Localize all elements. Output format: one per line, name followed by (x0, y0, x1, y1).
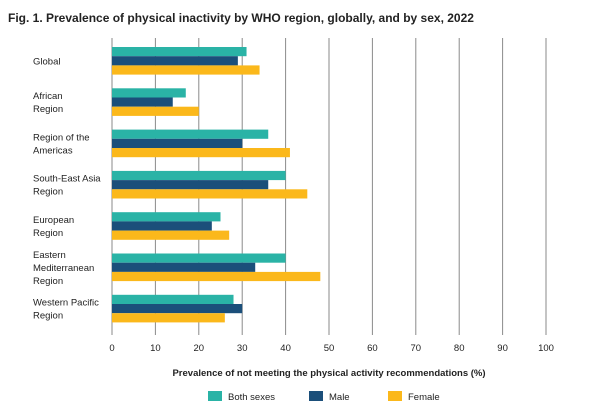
category-label: Region (33, 276, 63, 287)
bar-both-sexes (112, 170, 286, 181)
category-label: Global (33, 56, 60, 67)
bar-female (112, 148, 290, 158)
bar-female (112, 65, 260, 75)
category-label: European (33, 215, 74, 226)
x-tick-label: 90 (497, 343, 508, 354)
legend: Both sexes Male Female (208, 391, 440, 403)
x-tick-label: 100 (538, 343, 554, 354)
bar-female (112, 230, 230, 240)
chart-title: Fig. 1. Prevalence of physical inactivit… (8, 11, 474, 25)
x-tick-label: 0 (109, 343, 114, 354)
category-label: Western Pacific (33, 298, 99, 309)
grid-layer (111, 38, 547, 335)
category-label: Region of the (33, 132, 90, 143)
bar-male (112, 97, 173, 107)
bar-female (112, 313, 225, 323)
category-label: Eastern (33, 250, 66, 261)
bar-male (112, 138, 243, 148)
category-label: Region (33, 104, 63, 115)
legend-label: Male (329, 392, 350, 403)
category-label: Region (33, 228, 63, 239)
bar-male (112, 180, 269, 190)
legend-swatch (309, 391, 323, 401)
bar-both-sexes (112, 294, 234, 304)
bar-male (112, 304, 243, 314)
bar-both-sexes (112, 47, 247, 57)
bar-both-sexes (112, 88, 186, 98)
legend-label: Both sexes (228, 392, 275, 403)
x-tick-label: 50 (324, 343, 335, 354)
x-tick-label: 70 (411, 343, 422, 354)
category-labels: Global African Region Region of the Americas… (33, 56, 101, 321)
bar-female (112, 106, 199, 116)
x-tick-label: 60 (367, 343, 378, 354)
bar-male (112, 56, 238, 66)
bar-male (112, 262, 256, 272)
legend-label: Female (408, 392, 440, 403)
category-label: Region (33, 187, 63, 198)
x-tick-label: 80 (454, 343, 465, 354)
legend-swatch (208, 391, 222, 401)
bars-layer (112, 47, 321, 323)
bar-both-sexes (112, 253, 286, 263)
bar-both-sexes (112, 212, 221, 222)
category-label: Mediterranean (33, 263, 94, 274)
x-tick-label: 30 (237, 343, 248, 354)
bar-male (112, 221, 212, 231)
x-tick-label: 40 (280, 343, 291, 354)
category-label: Americas (33, 145, 73, 156)
legend-swatch (388, 391, 402, 401)
category-label: South-East Asia (33, 174, 101, 185)
x-tick-label: 20 (194, 343, 205, 354)
bar-female (112, 271, 321, 282)
category-label: African (33, 91, 63, 102)
x-axis-ticks: 0 10 20 30 40 50 60 70 80 90 100 (109, 343, 554, 354)
x-tick-label: 10 (150, 343, 161, 354)
x-axis-title: Prevalence of not meeting the physical a… (172, 368, 485, 379)
category-label: Region (33, 311, 63, 322)
bar-female (112, 189, 308, 199)
bar-both-sexes (112, 129, 269, 139)
